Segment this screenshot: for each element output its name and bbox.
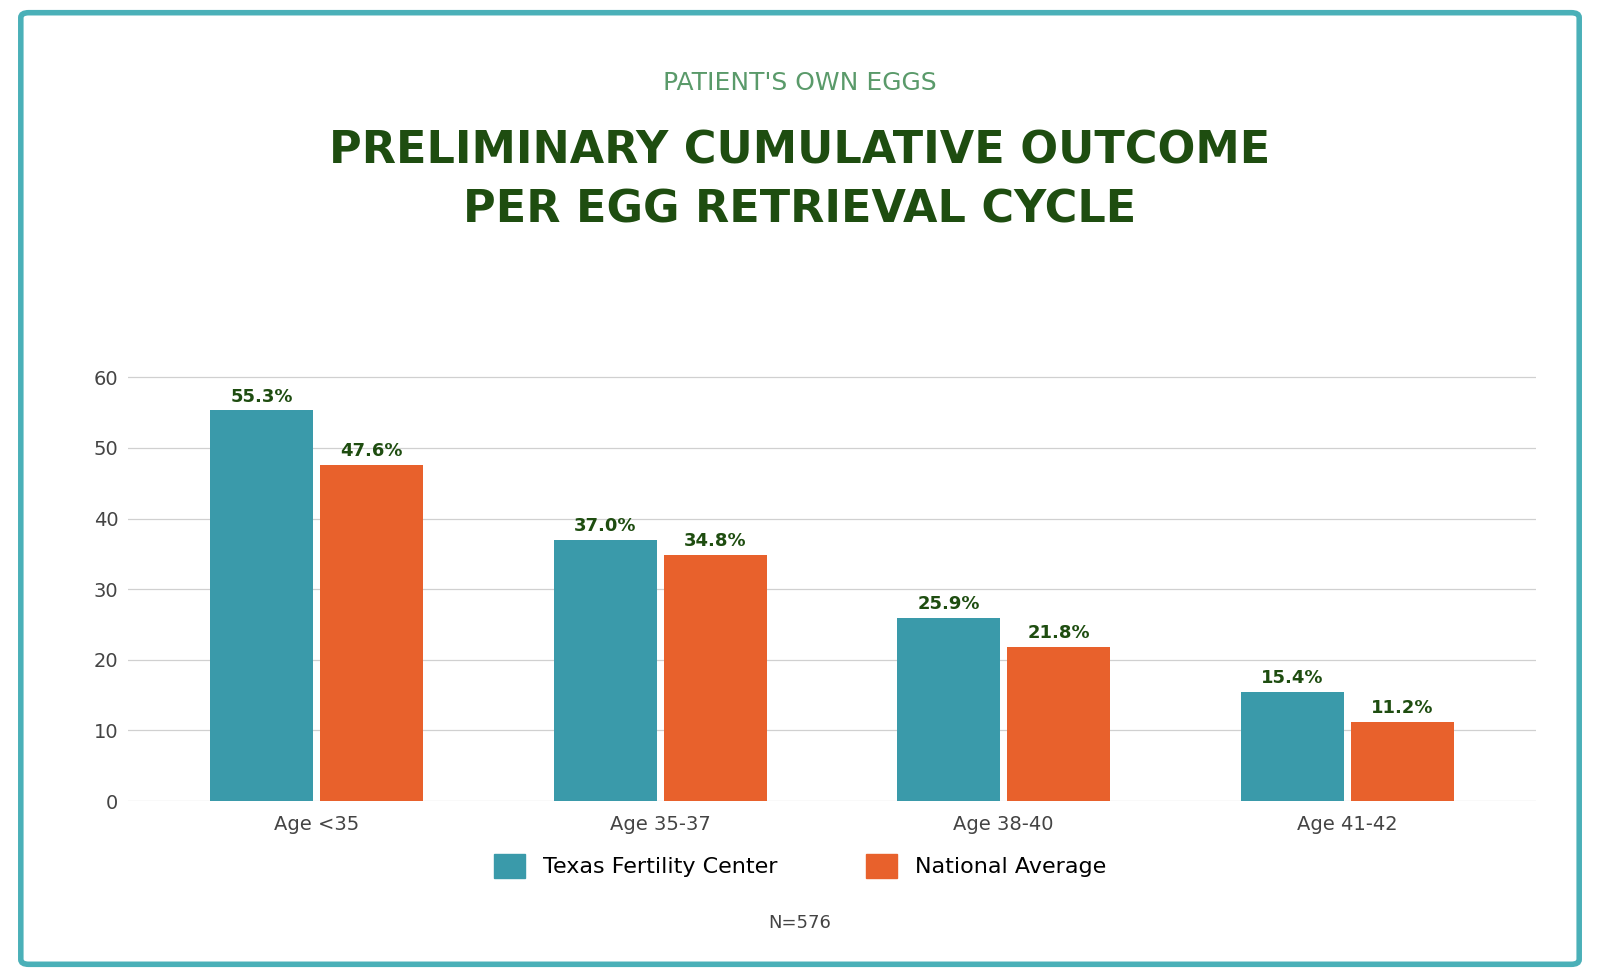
Text: 37.0%: 37.0%: [574, 517, 637, 534]
Bar: [1240, 693, 1344, 801]
Bar: [898, 618, 1000, 801]
Bar: [1350, 722, 1453, 801]
Bar: [664, 555, 766, 801]
Text: 15.4%: 15.4%: [1261, 669, 1323, 688]
Bar: [1006, 647, 1110, 801]
Text: 47.6%: 47.6%: [341, 442, 403, 460]
Legend: Texas Fertility Center, National Average: Texas Fertility Center, National Average: [494, 854, 1106, 878]
Text: 25.9%: 25.9%: [917, 595, 981, 614]
Text: PATIENT'S OWN EGGS: PATIENT'S OWN EGGS: [662, 71, 938, 95]
Text: PER EGG RETRIEVAL CYCLE: PER EGG RETRIEVAL CYCLE: [464, 189, 1136, 232]
Text: 34.8%: 34.8%: [683, 532, 747, 550]
Bar: [554, 539, 658, 801]
Text: PRELIMINARY CUMULATIVE OUTCOME: PRELIMINARY CUMULATIVE OUTCOME: [330, 130, 1270, 173]
Text: 21.8%: 21.8%: [1027, 624, 1090, 642]
Text: 11.2%: 11.2%: [1371, 700, 1434, 717]
Bar: [320, 465, 424, 801]
Text: 55.3%: 55.3%: [230, 388, 293, 405]
Text: N=576: N=576: [768, 914, 832, 932]
Bar: [211, 410, 314, 801]
